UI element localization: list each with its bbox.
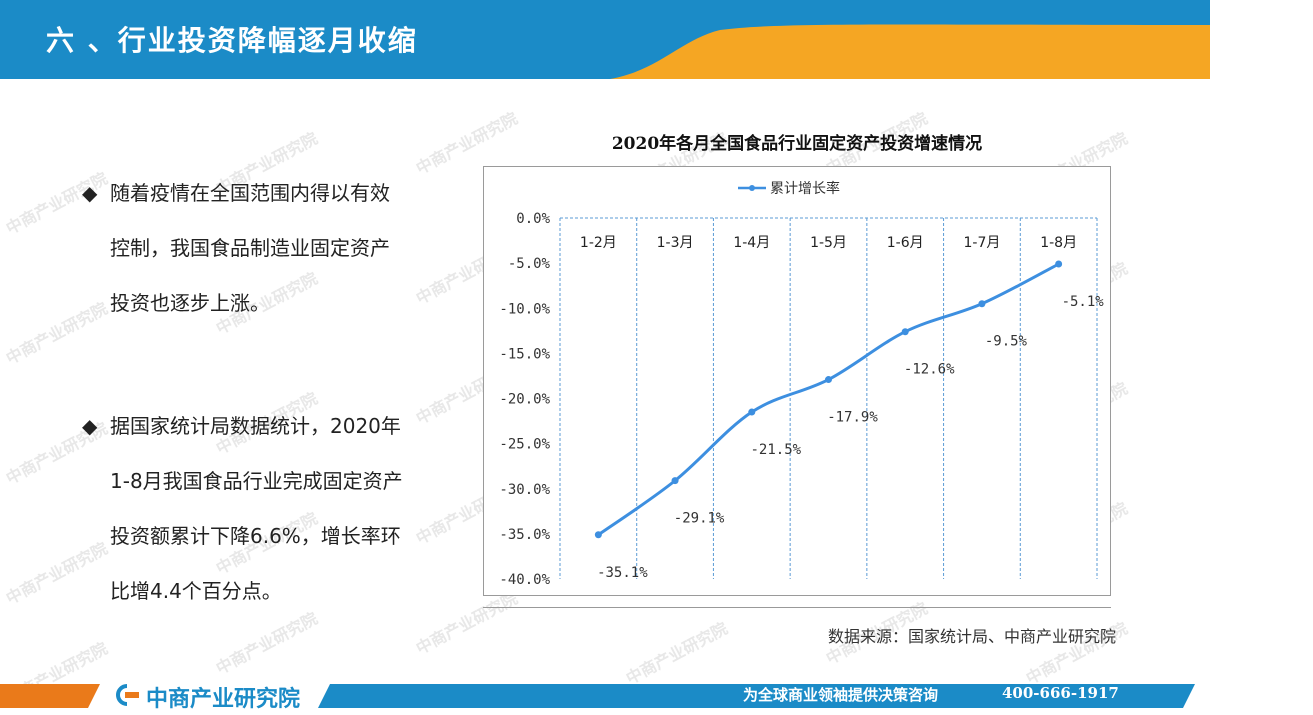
y-tick-label: -10.0% xyxy=(499,301,550,317)
diamond-icon: ◆ xyxy=(82,181,98,205)
footer-bar xyxy=(0,684,1195,708)
x-tick-label: 1-7月 xyxy=(963,235,1000,251)
bullet-line: 比增4.4个百分点。 xyxy=(110,579,282,603)
data-label: -29.1% xyxy=(674,511,725,527)
x-tick-label: 1-4月 xyxy=(733,235,770,251)
bullet-line: 1-8月我国食品行业完成固定资产 xyxy=(110,469,403,493)
data-label: -35.1% xyxy=(597,565,648,581)
data-point xyxy=(825,376,832,384)
legend-label: 累计增长率 xyxy=(770,180,840,197)
bullet-line: 投资额累计下降6.6%，增长率环 xyxy=(110,524,401,548)
data-point xyxy=(748,408,756,416)
chart-frame xyxy=(483,166,1111,596)
bullet-line: 控制，我国食品制造业固定资产 xyxy=(110,236,390,260)
chart-legend: 累计增长率 xyxy=(738,180,840,197)
data-point xyxy=(1055,260,1063,268)
y-tick-label: 0.0% xyxy=(516,211,550,227)
data-point xyxy=(901,328,909,336)
data-label: -12.6% xyxy=(904,362,955,378)
footer-phone: 400-666-1917 xyxy=(1002,684,1119,702)
y-tick-label: -40.0% xyxy=(499,572,550,588)
data-label: -21.5% xyxy=(750,442,801,458)
data-point xyxy=(594,531,602,539)
y-tick-label: -30.0% xyxy=(499,482,550,498)
header-bar: 六 、行业投资降幅逐月收缩 xyxy=(0,0,1210,79)
bullet-list: ◆ 随着疫情在全国范围内得以有效 控制，我国食品制造业固定资产 投资也逐步上涨。… xyxy=(82,166,462,619)
company-logo-icon xyxy=(116,684,139,706)
data-label: -17.9% xyxy=(827,410,878,426)
y-tick-label: -25.0% xyxy=(499,437,550,453)
footer-slogan: 为全球商业领袖提供决策咨询 xyxy=(743,686,939,704)
x-tick-label: 1-6月 xyxy=(887,235,924,251)
bullet-item-1: ◆ 随着疫情在全国范围内得以有效 控制，我国食品制造业固定资产 投资也逐步上涨。 xyxy=(82,166,462,331)
line-chart: 累计增长率 0.0% -5.0% -10.0% -15.0% -20.0% -25.0% -… xyxy=(483,166,1111,596)
x-tick-label: 1-2月 xyxy=(580,235,617,251)
bullet-line: 随着疫情在全国范围内得以有效 xyxy=(110,181,390,205)
chart-title: 2020年各月全国食品行业固定资产投资增速情况 xyxy=(611,134,983,154)
y-tick-label: -35.0% xyxy=(499,527,550,543)
diamond-icon: ◆ xyxy=(82,414,98,438)
source-divider xyxy=(483,607,1111,608)
data-point xyxy=(671,477,679,485)
y-tick-label: -15.0% xyxy=(499,346,550,362)
data-source: 数据来源：国家统计局、中商产业研究院 xyxy=(827,627,1116,646)
bullet-line: 投资也逐步上涨。 xyxy=(110,291,270,315)
data-point xyxy=(978,300,986,308)
bullet-item-2: ◆ 据国家统计局数据统计，2020年 1-8月我国食品行业完成固定资产 投资额累… xyxy=(82,399,462,619)
bullet-line: 据国家统计局数据统计，2020年 xyxy=(110,414,401,438)
y-tick-label: -20.0% xyxy=(499,392,550,408)
data-label: -9.5% xyxy=(985,334,1028,350)
company-logo-text: 中商产业研究院 xyxy=(146,687,301,712)
legend-marker xyxy=(749,185,755,191)
page-title: 六 、行业投资降幅逐月收缩 xyxy=(46,24,418,57)
y-tick-label: -5.0% xyxy=(508,256,551,272)
x-tick-label: 1-8月 xyxy=(1040,235,1077,251)
x-tick-label: 1-3月 xyxy=(657,235,694,251)
data-label: -5.1% xyxy=(1062,294,1105,310)
header-decoration xyxy=(610,24,1210,79)
x-tick-label: 1-5月 xyxy=(810,235,847,251)
